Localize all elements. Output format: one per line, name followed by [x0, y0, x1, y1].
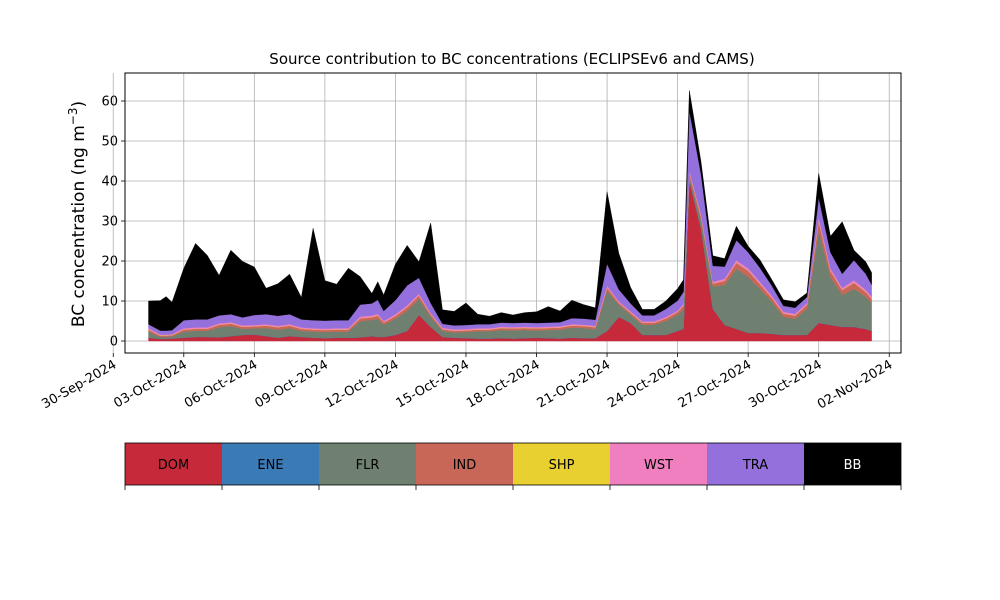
plot-frame: [124, 72, 902, 354]
legend-label: FLR: [356, 458, 380, 473]
legend-swatch-bb: [804, 443, 901, 485]
y-tick-label: 10: [101, 295, 118, 310]
x-tick-label: 30-Sep-2024: [39, 357, 119, 412]
legend: DOM ENE FLR IND SHP WST TRA BB: [124, 442, 902, 490]
y-tick-label: 20: [101, 255, 118, 270]
legend-swatch-tra: [707, 443, 804, 485]
legend-label: TRA: [742, 458, 768, 473]
x-tick-label: 30-Oct-2024: [746, 357, 824, 411]
x-tick-label: 27-Oct-2024: [676, 357, 754, 411]
x-tick-label: 24-Oct-2024: [605, 357, 683, 411]
legend-swatch-ind: [416, 443, 513, 485]
legend-label: SHP: [549, 458, 575, 473]
y-axis-label: BC concentration (ng m−3): [66, 101, 89, 327]
legend-label: IND: [453, 458, 477, 473]
legend-label: WST: [644, 458, 673, 473]
x-tick-label: 09-Oct-2024: [252, 357, 330, 411]
x-tick-label: 12-Oct-2024: [323, 357, 401, 411]
legend-label: BB: [844, 458, 862, 473]
legend-label: ENE: [257, 458, 283, 473]
chart-title: Source contribution to BC concentrations…: [269, 50, 754, 68]
y-tick-label: 50: [101, 135, 118, 150]
y-tick-label: 40: [101, 175, 118, 190]
legend-swatch-dom: [125, 443, 222, 485]
legend-label: DOM: [158, 458, 189, 473]
y-axis-ticks: 0 10 20 30 40 50 60: [101, 95, 125, 350]
x-axis-ticks: 30-Sep-202403-Oct-202406-Oct-202409-Oct-…: [39, 353, 895, 412]
x-tick-label: 15-Oct-2024: [394, 357, 472, 411]
area-bb: [148, 90, 872, 331]
legend-swatch-shp: [513, 443, 610, 485]
x-tick-label: 21-Oct-2024: [535, 357, 613, 411]
y-tick-label: 30: [101, 215, 118, 230]
y-tick-label: 60: [101, 95, 118, 110]
y-tick-label: 0: [110, 335, 118, 350]
stacked-areas: [148, 90, 872, 342]
legend-swatch-wst: [610, 443, 707, 485]
x-tick-label: 06-Oct-2024: [182, 357, 260, 411]
legend-swatch-ene: [222, 443, 319, 485]
x-tick-label: 03-Oct-2024: [111, 357, 189, 411]
x-tick-label: 18-Oct-2024: [464, 357, 542, 411]
x-tick-label: 02-Nov-2024: [815, 357, 895, 412]
legend-swatch-flr: [319, 443, 416, 485]
